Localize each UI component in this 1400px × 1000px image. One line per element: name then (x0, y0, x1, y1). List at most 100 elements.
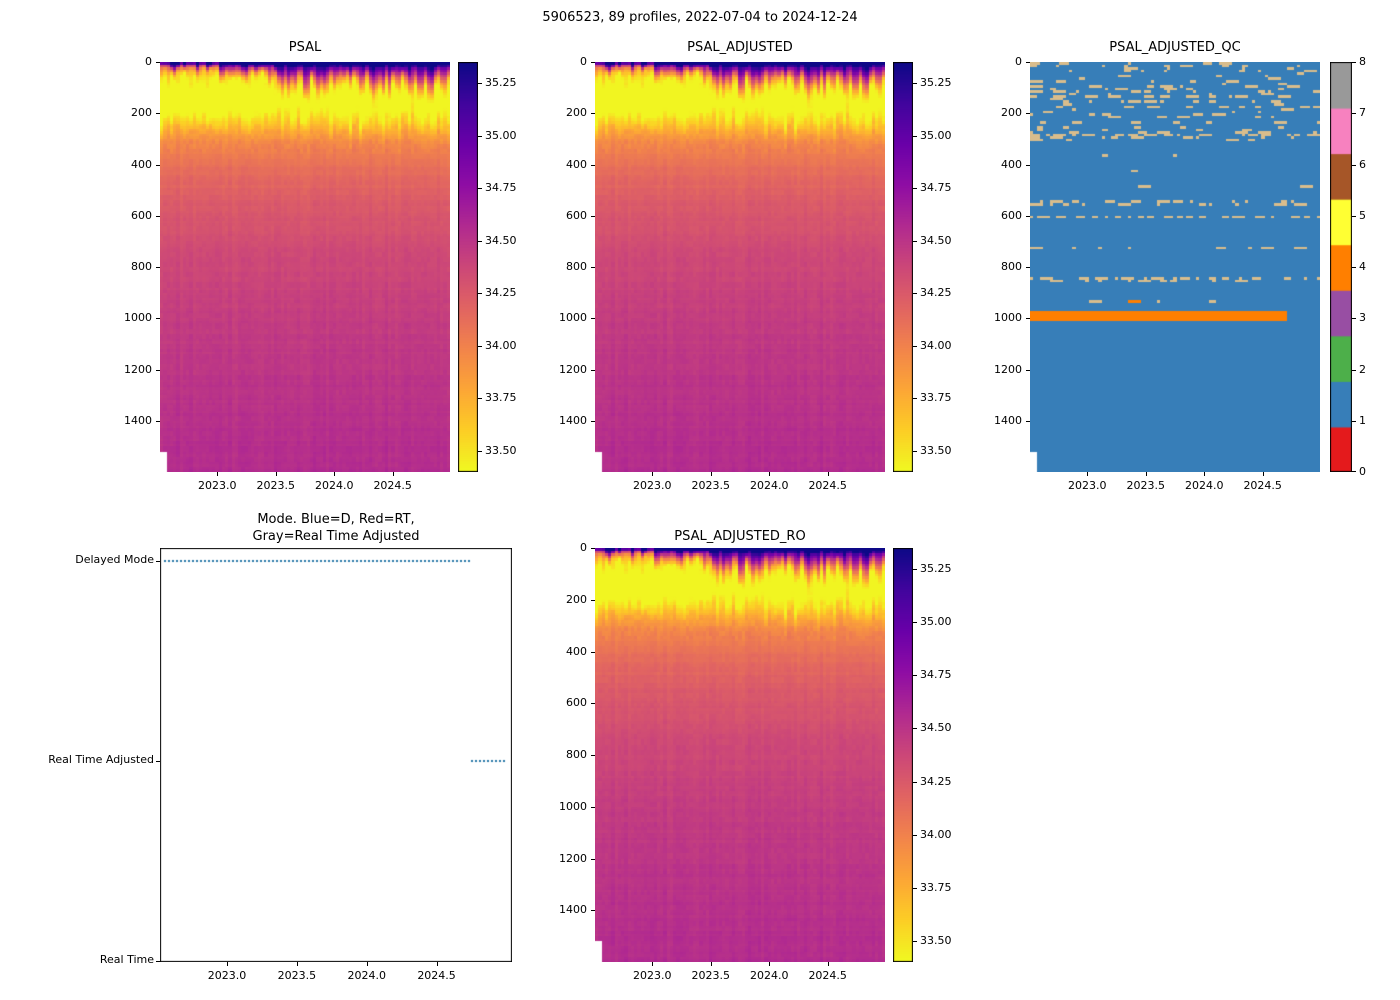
y-tick-mark (591, 652, 595, 653)
psal-heatmap (160, 62, 450, 472)
psal-title: PSAL (288, 40, 322, 55)
y-tick-mark (156, 113, 160, 114)
colorbar-tick-mark (913, 622, 917, 623)
y-tick-mark (591, 267, 595, 268)
qc-colorbar-tick-label: 7 (1359, 106, 1366, 120)
y-tick-mark (591, 318, 595, 319)
x-tick-label: 2024.5 (373, 479, 412, 492)
colorbar-tick-label: 34.50 (920, 721, 952, 735)
x-tick-mark (1204, 472, 1205, 476)
colorbar-tick-mark (913, 398, 917, 399)
x-tick-label: 2024.5 (808, 479, 847, 492)
y-tick-mark (156, 370, 160, 371)
colorbar-tick-mark (913, 188, 917, 189)
x-tick-label: 2023.0 (198, 479, 237, 492)
colorbar-tick-label: 35.25 (485, 76, 517, 90)
x-tick-mark (367, 962, 368, 966)
colorbar-tick-mark (913, 241, 917, 242)
x-tick-mark (1146, 472, 1147, 476)
y-tick-mark (156, 62, 160, 63)
y-tick-label: 1400 (559, 413, 587, 427)
y-tick-mark (591, 910, 595, 911)
y-tick-label: 400 (131, 157, 152, 171)
colorbar-tick-mark (913, 941, 917, 942)
y-tick-label: 1200 (994, 362, 1022, 376)
y-tick-mark (1026, 62, 1030, 63)
y-tick-mark (591, 216, 595, 217)
mode-y-tick-mark (156, 961, 160, 962)
qc-colorbar-tick-mark (1352, 421, 1356, 422)
qc-colorbar-tick-label: 1 (1359, 413, 1366, 427)
y-tick-mark (591, 755, 595, 756)
y-tick-label: 200 (566, 106, 587, 120)
x-tick-mark (393, 472, 394, 476)
x-tick-label: 2023.5 (691, 479, 731, 492)
y-tick-mark (156, 318, 160, 319)
x-tick-mark (769, 962, 770, 966)
x-tick-mark (828, 472, 829, 476)
qc-colorbar-tick-mark (1352, 318, 1356, 319)
y-tick-mark (156, 267, 160, 268)
y-tick-mark (591, 548, 595, 549)
qc-colorbar-tick-label: 2 (1359, 362, 1366, 376)
colorbar-tick-label: 35.25 (920, 76, 952, 90)
y-tick-label: 0 (145, 55, 152, 68)
colorbar-tick-mark (478, 136, 482, 137)
colorbar-tick-label: 34.75 (920, 668, 952, 682)
qc-colorbar-tick-label: 5 (1359, 208, 1366, 222)
y-tick-label: 1000 (559, 311, 587, 325)
colorbar-tick-label: 34.75 (485, 181, 517, 195)
mode-category-label: Delayed Mode (75, 553, 154, 566)
colorbar-tick-label: 33.75 (485, 391, 517, 405)
colorbar-tick-label: 34.50 (485, 233, 517, 247)
mode-plot (160, 548, 512, 962)
qc-colorbar-tick-mark (1352, 370, 1356, 371)
y-tick-label: 800 (1001, 260, 1022, 273)
y-tick-mark (1026, 318, 1030, 319)
x-tick-label: 2024.5 (1243, 479, 1282, 492)
y-tick-mark (591, 62, 595, 63)
colorbar-tick-label: 35.25 (920, 562, 952, 576)
y-tick-label: 800 (566, 748, 587, 761)
colorbar-tick-label: 34.25 (485, 286, 517, 300)
y-tick-mark (591, 600, 595, 601)
y-tick-label: 200 (1001, 106, 1022, 120)
psal-adjusted-ro-title: PSAL_ADJUSTED_RO (674, 529, 806, 544)
y-tick-label: 0 (1015, 55, 1022, 68)
y-tick-mark (591, 807, 595, 808)
x-tick-mark (652, 962, 653, 966)
x-tick-label: 2024.0 (347, 969, 386, 982)
x-tick-mark (711, 472, 712, 476)
colorbar-tick-label: 33.75 (920, 391, 952, 405)
colorbar-tick-mark (913, 728, 917, 729)
colorbar-tick-label: 33.75 (920, 880, 952, 894)
y-tick-mark (1026, 165, 1030, 166)
y-tick-label: 0 (580, 541, 587, 554)
y-tick-label: 1400 (124, 413, 152, 427)
psal-adjusted-colorbar (893, 62, 913, 472)
y-tick-label: 800 (131, 260, 152, 273)
colorbar-tick-label: 34.00 (920, 827, 952, 841)
y-tick-label: 600 (566, 208, 587, 222)
x-tick-mark (769, 472, 770, 476)
colorbar-tick-mark (478, 241, 482, 242)
x-tick-label: 2023.5 (277, 969, 317, 982)
x-tick-label: 2023.5 (1126, 479, 1166, 492)
y-tick-label: 0 (580, 55, 587, 68)
x-tick-mark (276, 472, 277, 476)
colorbar-tick-mark (913, 835, 917, 836)
x-tick-label: 2023.0 (1068, 479, 1107, 492)
colorbar-tick-mark (913, 569, 917, 570)
colorbar-tick-label: 34.25 (920, 774, 952, 788)
x-tick-label: 2024.5 (417, 969, 456, 982)
x-tick-mark (334, 472, 335, 476)
colorbar-tick-label: 34.00 (920, 338, 952, 352)
colorbar-tick-mark (478, 83, 482, 84)
x-tick-mark (1087, 472, 1088, 476)
colorbar-tick-label: 35.00 (920, 615, 952, 629)
colorbar-tick-label: 34.25 (920, 286, 952, 300)
y-tick-mark (591, 703, 595, 704)
colorbar-tick-mark (478, 293, 482, 294)
y-tick-mark (591, 859, 595, 860)
x-tick-label: 2023.0 (633, 969, 672, 982)
